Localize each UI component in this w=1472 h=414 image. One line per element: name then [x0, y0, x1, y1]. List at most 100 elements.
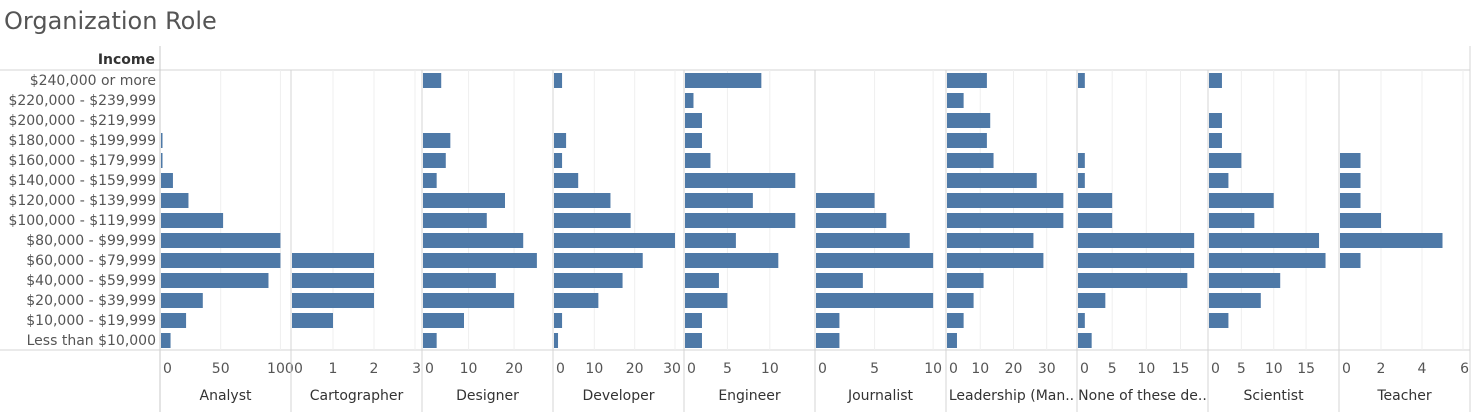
tick-label: 5	[723, 361, 732, 377]
category-label: $140,000 - $159,999	[8, 173, 156, 189]
bar	[292, 313, 333, 328]
bar	[947, 133, 987, 148]
category-label: Less than $10,000	[27, 333, 156, 349]
tick-label: 30	[663, 361, 681, 377]
tick-label: 10	[585, 361, 603, 377]
bar	[554, 153, 563, 168]
bar	[1209, 153, 1242, 168]
bar	[423, 253, 537, 268]
bar	[423, 273, 496, 288]
category-label: $20,000 - $39,999	[26, 293, 156, 309]
tick-label: 0	[818, 361, 827, 377]
bar	[292, 293, 374, 308]
category-label: $220,000 - $239,999	[8, 93, 156, 109]
tick-label: 10	[1265, 361, 1283, 377]
bar	[423, 73, 442, 88]
category-label: $120,000 - $139,999	[8, 193, 156, 209]
bar	[947, 153, 994, 168]
panel-label: Analyst	[200, 388, 252, 404]
tick-label: 6	[1460, 361, 1469, 377]
bar	[423, 333, 437, 348]
bar	[423, 193, 505, 208]
bar	[554, 193, 611, 208]
panel-label: None of these de..	[1078, 388, 1207, 404]
bar	[423, 173, 437, 188]
tick-label: 0	[425, 361, 434, 377]
tick-label: 3	[412, 361, 421, 377]
tick-label: 2	[1377, 361, 1386, 377]
tick-label: 15	[1297, 361, 1315, 377]
category-label: $160,000 - $179,999	[8, 153, 156, 169]
bar	[685, 273, 719, 288]
bar	[161, 233, 281, 248]
bar	[947, 113, 991, 128]
tick-label: 20	[626, 361, 644, 377]
bar	[685, 173, 796, 188]
bar	[554, 73, 563, 88]
bar	[685, 213, 796, 228]
bar	[423, 133, 451, 148]
bar	[1078, 333, 1092, 348]
bar	[1340, 213, 1381, 228]
bar	[554, 173, 579, 188]
bar	[685, 293, 728, 308]
tick-label: 5	[1108, 361, 1117, 377]
panel-label: Cartographer	[310, 388, 404, 404]
tick-label: 100	[267, 361, 294, 377]
bar	[1209, 113, 1222, 128]
bar	[947, 73, 987, 88]
panel-label: Developer	[582, 388, 654, 404]
bar	[554, 133, 567, 148]
bar	[423, 293, 515, 308]
bar	[161, 333, 171, 348]
tick-label: 10	[971, 361, 989, 377]
bar	[947, 313, 964, 328]
category-label: $180,000 - $199,999	[8, 133, 156, 149]
category-label: $240,000 or more	[30, 73, 156, 89]
bar	[161, 213, 224, 228]
bar	[1340, 233, 1443, 248]
bar	[947, 253, 1044, 268]
tick-label: 0	[1342, 361, 1351, 377]
bar	[423, 153, 446, 168]
tick-label: 10	[460, 361, 478, 377]
tick-label: 15	[1172, 361, 1190, 377]
tick-label: 0	[163, 361, 172, 377]
tick-label: 10	[924, 361, 942, 377]
bar	[1340, 253, 1361, 268]
tick-label: 1	[329, 361, 338, 377]
bar	[816, 293, 934, 308]
bar	[816, 253, 934, 268]
bar	[1209, 253, 1326, 268]
bar	[554, 293, 599, 308]
bar	[554, 273, 623, 288]
bar	[161, 193, 189, 208]
bar	[423, 313, 464, 328]
tick-label: 20	[505, 361, 523, 377]
bar	[947, 193, 1064, 208]
bar	[816, 193, 875, 208]
bar	[1209, 313, 1229, 328]
bar	[161, 273, 269, 288]
bar	[947, 333, 957, 348]
bar	[554, 253, 643, 268]
bar	[423, 213, 487, 228]
tick-label: 20	[1005, 361, 1023, 377]
bar	[685, 113, 702, 128]
bar	[947, 293, 974, 308]
chart-title: Organization Role	[4, 7, 217, 35]
bar	[1209, 213, 1255, 228]
bar	[1078, 313, 1085, 328]
tick-label: 4	[1418, 361, 1427, 377]
category-label: $60,000 - $79,999	[26, 253, 156, 269]
tick-label: 5	[870, 361, 879, 377]
bar	[685, 313, 702, 328]
bar	[685, 153, 711, 168]
bar	[423, 233, 524, 248]
bar	[816, 273, 863, 288]
tick-label: 0	[1211, 361, 1220, 377]
bar	[1078, 273, 1188, 288]
bar	[1209, 233, 1320, 248]
bar	[161, 253, 281, 268]
